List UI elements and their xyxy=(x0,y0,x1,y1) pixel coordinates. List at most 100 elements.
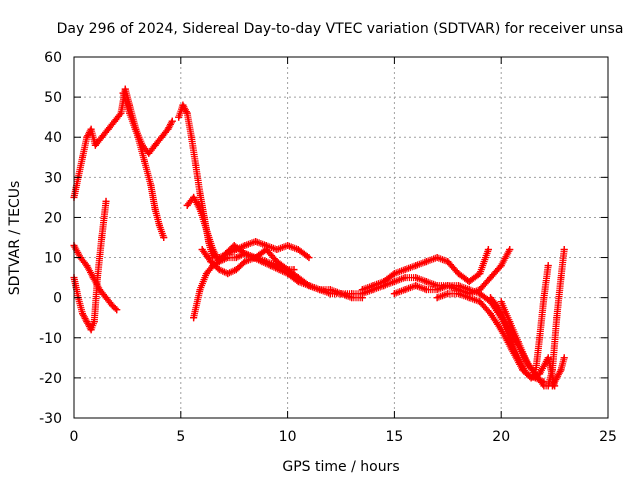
data-point xyxy=(252,238,260,246)
data-point xyxy=(151,141,159,149)
data-point xyxy=(98,133,106,141)
data-point xyxy=(119,89,127,97)
data-point xyxy=(262,246,270,254)
series-markers xyxy=(175,101,313,262)
data-point xyxy=(93,274,101,282)
data-point xyxy=(196,205,204,213)
data-point xyxy=(497,262,505,270)
series-track-n xyxy=(497,246,568,390)
data-point xyxy=(83,133,91,141)
data-point xyxy=(536,334,544,342)
data-point xyxy=(224,270,232,278)
data-point xyxy=(444,258,452,266)
data-point xyxy=(380,282,388,290)
data-point xyxy=(476,290,484,298)
data-point xyxy=(241,258,249,266)
y-tick-label: 20 xyxy=(44,210,62,226)
data-point xyxy=(79,153,87,161)
y-tick-label: -20 xyxy=(39,371,62,387)
data-point xyxy=(275,266,283,274)
data-point xyxy=(316,286,324,294)
data-point xyxy=(454,270,462,278)
data-point xyxy=(190,314,198,322)
x-tick-label: 10 xyxy=(279,429,297,445)
data-point xyxy=(79,310,87,318)
data-point xyxy=(258,258,266,266)
data-point xyxy=(497,298,505,306)
data-point xyxy=(111,117,119,125)
data-point xyxy=(183,201,191,209)
data-point xyxy=(401,266,409,274)
data-point xyxy=(207,258,215,266)
data-point xyxy=(540,294,548,302)
data-point xyxy=(98,234,106,241)
chart-title: Day 296 of 2024, Sidereal Day-to-day VTE… xyxy=(57,21,624,37)
data-point xyxy=(102,294,110,302)
data-point xyxy=(412,274,420,282)
x-tick-label: 20 xyxy=(492,429,510,445)
data-point xyxy=(553,374,561,382)
data-point xyxy=(401,274,409,282)
data-point xyxy=(134,133,142,141)
data-point xyxy=(369,282,377,290)
series-markers xyxy=(119,89,168,241)
data-point xyxy=(337,290,345,298)
data-point xyxy=(215,258,223,266)
data-point xyxy=(158,133,166,141)
data-point xyxy=(267,262,275,270)
data-point xyxy=(476,298,484,306)
data-point xyxy=(484,246,492,254)
data-point xyxy=(544,354,552,362)
x-tick-label: 15 xyxy=(385,429,403,445)
data-point xyxy=(433,294,441,302)
data-point xyxy=(187,133,195,141)
x-axis-label: GPS time / hours xyxy=(282,459,399,475)
data-point xyxy=(232,266,240,274)
data-point xyxy=(476,270,484,278)
data-point xyxy=(514,338,522,346)
data-point xyxy=(151,205,159,213)
data-point xyxy=(241,242,249,250)
data-point xyxy=(183,109,191,117)
data-point xyxy=(560,246,568,254)
y-axis-label: SDTVAR / TECUs xyxy=(7,181,23,296)
data-point xyxy=(196,286,204,294)
series-track-h xyxy=(198,246,388,298)
y-tick-label: 50 xyxy=(44,90,62,106)
data-point xyxy=(422,278,430,286)
series-track-d xyxy=(119,89,168,241)
data-point xyxy=(487,274,495,282)
data-point xyxy=(224,254,232,262)
x-tick-label: 5 xyxy=(176,429,185,445)
axis-ticks: 0 5 10 15 20 25 -30 -20 -10 0 10 20 30 40 50 60 xyxy=(39,50,617,445)
data-point xyxy=(168,117,176,125)
data-point xyxy=(91,141,99,149)
y-tick-label: -10 xyxy=(39,331,62,347)
plot-frame xyxy=(73,56,609,419)
x-tick-label: 0 xyxy=(70,429,79,445)
data-point xyxy=(126,109,134,117)
data-point xyxy=(506,318,514,326)
series-track-l xyxy=(433,290,559,390)
data-point xyxy=(209,246,217,254)
data-point xyxy=(145,149,153,157)
data-point xyxy=(160,234,168,241)
data-point xyxy=(523,358,531,366)
data-point xyxy=(121,85,129,93)
data-point xyxy=(531,370,539,378)
data-point xyxy=(454,282,462,290)
data-point xyxy=(190,193,198,201)
data-point xyxy=(305,282,313,290)
data-point xyxy=(401,286,409,294)
data-point xyxy=(198,246,206,254)
data-point xyxy=(87,326,95,334)
data-point xyxy=(390,270,398,278)
data-point xyxy=(348,290,356,298)
data-point xyxy=(493,302,501,310)
data-point xyxy=(192,161,200,169)
data-point xyxy=(196,189,204,197)
data-point xyxy=(273,246,281,254)
y-tick-label: -30 xyxy=(39,411,62,427)
data-point xyxy=(83,318,91,326)
data-point xyxy=(422,286,430,294)
